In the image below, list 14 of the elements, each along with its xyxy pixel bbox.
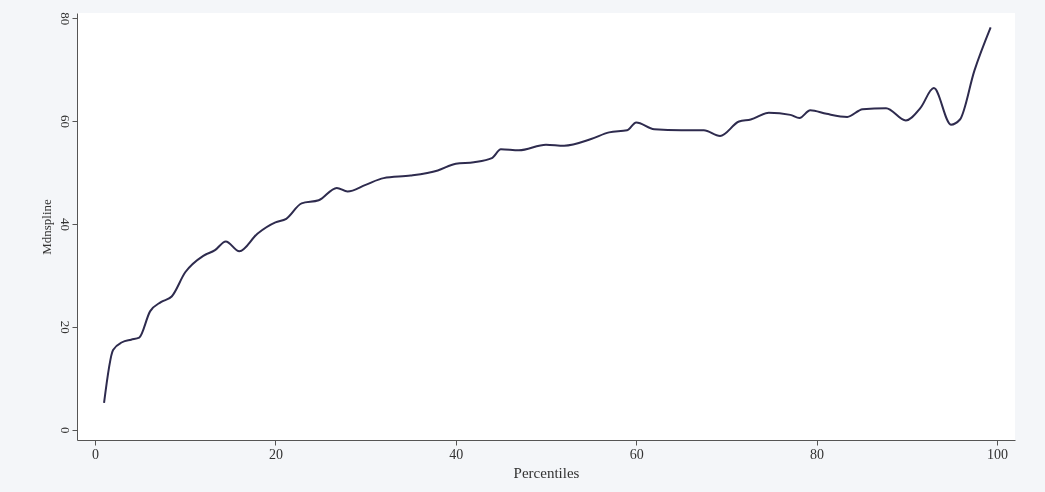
y-tick-label: 80: [57, 12, 73, 26]
y-tick-label: 60: [57, 115, 73, 129]
x-axis-title: Percentiles: [513, 464, 580, 481]
x-tick-label: 60: [629, 446, 644, 462]
x-tick-label: 40: [449, 446, 464, 462]
line-series: [103, 26, 992, 404]
x-tick-label: 20: [268, 446, 283, 462]
y-tick-label: 0: [57, 426, 73, 434]
x-tick-label: 0: [92, 446, 100, 462]
x-tick-label: 100: [986, 446, 1008, 462]
y-tick-label: 40: [57, 217, 73, 231]
y-tick-label: 20: [57, 320, 73, 334]
x-tick-label: 80: [810, 446, 825, 462]
y-axis-title: Mdnspline: [38, 198, 54, 255]
